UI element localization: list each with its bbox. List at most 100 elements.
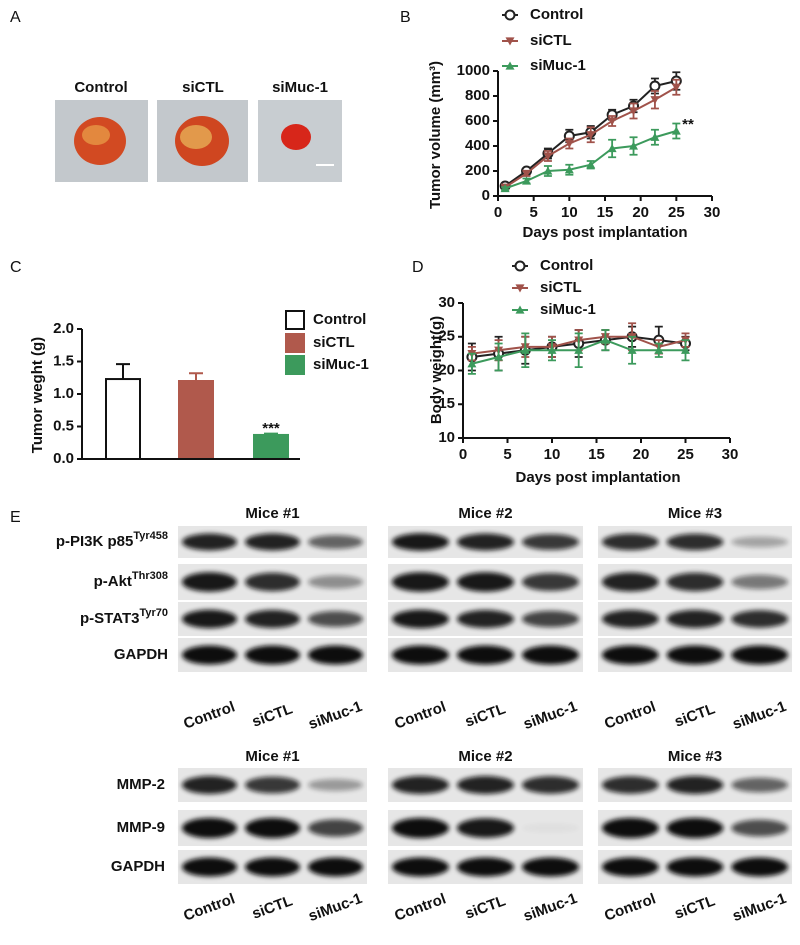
blot-band [731, 819, 789, 837]
marker [564, 165, 574, 174]
blot-band [666, 776, 724, 794]
blot-band [602, 776, 659, 794]
lane-label: siMuc-1 [306, 698, 364, 733]
panel-label: B [400, 9, 411, 26]
y-tick-label: 25 [438, 328, 455, 345]
error-bar [189, 372, 203, 381]
row-label: MMP-9 [117, 819, 165, 836]
annotation: ** [682, 116, 694, 133]
blot-band [457, 857, 514, 877]
panel-label: A [10, 9, 21, 26]
row-label: p-AktThr308 [94, 570, 168, 590]
blot-band [666, 817, 724, 839]
legend-marker [515, 305, 525, 314]
x-tick-label: 10 [544, 446, 561, 463]
row-superscript: Tyr458 [133, 530, 168, 542]
blot-band [392, 857, 449, 877]
marker [586, 131, 596, 140]
blot-band [308, 535, 363, 549]
marker [547, 345, 557, 354]
lane-label: Control [602, 698, 658, 732]
x-tick-label: 5 [503, 446, 511, 463]
blot-band [457, 818, 514, 838]
blot-band [522, 534, 579, 550]
blot-band [392, 609, 449, 629]
row-name: p-PI3K p85 [56, 533, 134, 550]
y-tick-label: 15 [438, 395, 455, 412]
x-tick-label: 15 [588, 446, 605, 463]
legend-swatch [285, 355, 305, 375]
group-title: Mice #2 [458, 505, 512, 522]
x-tick-label: 20 [632, 204, 649, 221]
lane-label: siMuc-1 [730, 698, 788, 733]
marker [586, 160, 596, 169]
blot-band [245, 817, 300, 839]
legend-label: siMuc-1 [313, 356, 369, 373]
blot-band [602, 645, 659, 665]
row-name: MMP-2 [117, 776, 165, 793]
blot-band [522, 645, 579, 665]
blot-band [392, 817, 449, 839]
y-axis-label: Tumor weght (g) [29, 337, 46, 453]
blot-band [666, 533, 724, 551]
blot-band [392, 776, 449, 794]
marker [543, 152, 553, 161]
y-tick-label: 800 [465, 87, 490, 104]
x-tick-label: 0 [459, 446, 467, 463]
legend-swatch [285, 310, 305, 330]
blot-band [308, 779, 363, 791]
blot-band [182, 645, 237, 665]
marker [671, 126, 681, 135]
tumor-photos [55, 100, 342, 182]
y-axis-label: Body weight(g) [428, 316, 445, 424]
blot-band [457, 533, 514, 551]
legend-marker [505, 61, 515, 70]
group-title: Mice #2 [458, 748, 512, 765]
lane-label: siMuc-1 [730, 890, 788, 925]
legend-swatch [285, 333, 305, 353]
x-tick-label: 5 [529, 204, 537, 221]
marker [574, 345, 584, 354]
blot-band [182, 857, 237, 877]
blot-band [392, 645, 449, 665]
group-title: Mice #1 [245, 505, 299, 522]
y-tick-label: 1.5 [53, 352, 74, 369]
blot-band [245, 572, 300, 592]
legend-marker [505, 37, 515, 46]
blot-band [457, 610, 514, 628]
x-axis-label: Days post implantation [515, 469, 680, 486]
blot-band [522, 610, 579, 628]
photo-label: Control [74, 79, 127, 96]
blot-band [245, 645, 300, 665]
legend-marker [514, 260, 526, 272]
marker [649, 80, 661, 92]
marker [629, 107, 639, 116]
lane-label: siMuc-1 [521, 698, 579, 733]
x-tick-label: 15 [597, 204, 614, 221]
group-title: Mice #3 [668, 748, 722, 765]
row-name: p-STAT3 [80, 610, 139, 627]
marker [654, 345, 664, 354]
x-tick-label: 0 [494, 204, 502, 221]
blot-band [245, 857, 300, 877]
blot-band [666, 572, 724, 592]
bar [105, 378, 141, 460]
blot-band [245, 776, 300, 794]
blot-band [522, 824, 579, 833]
lane-label: Control [392, 698, 448, 732]
legend-marker [504, 9, 516, 21]
annotation: *** [262, 420, 280, 437]
row-label: MMP-2 [117, 776, 165, 793]
y-tick-label: 2.0 [53, 320, 74, 337]
legend-label: Control [540, 257, 593, 274]
y-tick-label: 1.0 [53, 385, 74, 402]
lane-label: siCTL [463, 892, 508, 922]
blot-band [602, 857, 659, 877]
lane-label: Control [181, 698, 237, 732]
blot-band [392, 572, 449, 592]
marker [522, 169, 532, 178]
blot-band [182, 572, 237, 592]
blot-band [182, 817, 237, 839]
marker [650, 96, 660, 105]
blot-band [522, 857, 579, 877]
